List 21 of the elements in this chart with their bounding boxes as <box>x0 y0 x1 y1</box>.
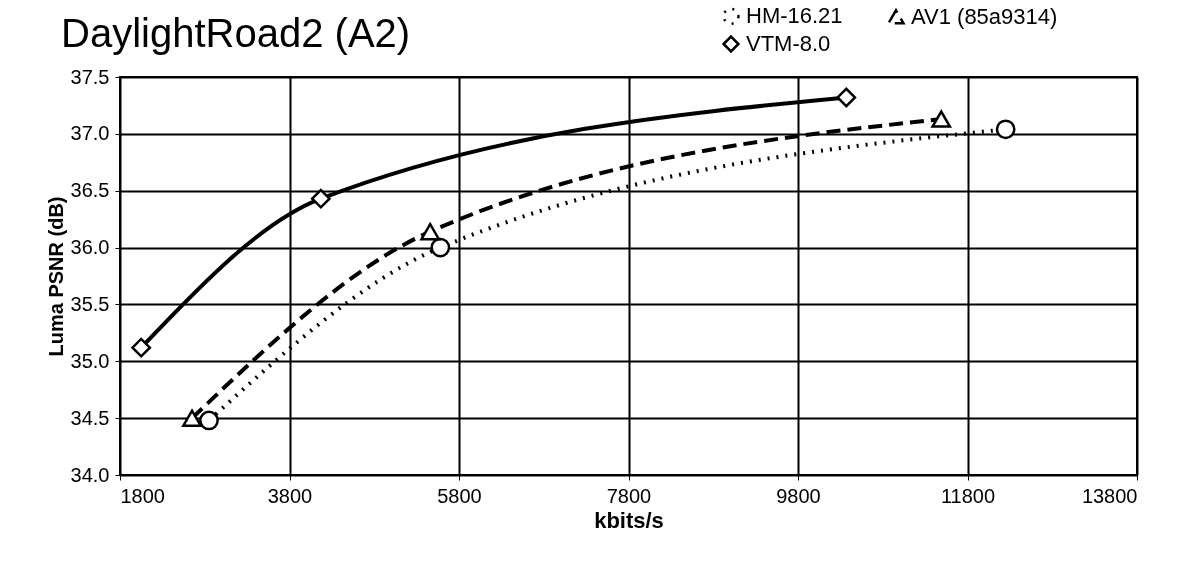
y-tick-label: 35.5 <box>70 292 110 315</box>
x-tick-label: 9800 <box>776 484 821 507</box>
y-axis-title: Luma PSNR (dB) <box>44 196 67 357</box>
y-tick-label: 37.5 <box>70 65 110 88</box>
x-tick-label: 1800 <box>120 484 165 507</box>
chart-title: DaylightRoad2 (A2) <box>61 11 411 55</box>
legend-label: AV1 (85a9314) <box>911 3 1058 29</box>
x-tick-label: 13800 <box>1081 484 1138 507</box>
y-tick-label: 34.0 <box>70 463 110 486</box>
x-axis-title: kbits/s <box>594 507 664 533</box>
x-tick-label: 7800 <box>606 484 652 507</box>
y-tick-label: 36.0 <box>70 236 110 259</box>
legend-label: HM-16.21 <box>746 3 843 29</box>
y-tick-label: 37.0 <box>70 122 110 145</box>
x-tick-label: 11800 <box>940 484 996 507</box>
y-tick-label: 34.5 <box>70 406 110 429</box>
x-tick-label: 5800 <box>437 484 482 507</box>
y-tick-label: 36.5 <box>70 179 110 202</box>
y-tick-label: 35.0 <box>70 349 110 372</box>
x-tick-label: 3800 <box>267 484 313 507</box>
legend-label: VTM-8.0 <box>746 31 831 56</box>
